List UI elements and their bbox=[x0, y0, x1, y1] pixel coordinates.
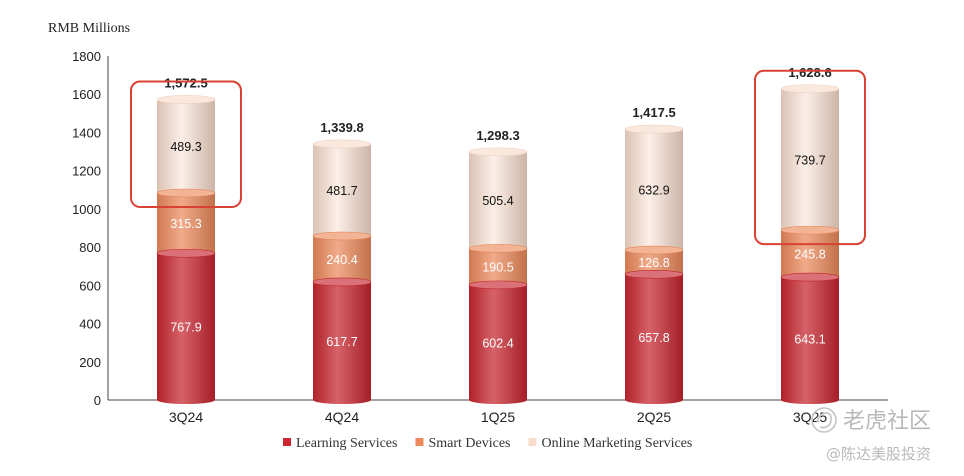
segment-label: 315.3 bbox=[170, 217, 201, 231]
bar-segment-top bbox=[312, 139, 372, 149]
bar-group-4q24: 617.7 240.4 481.7 1,339.8 4Q24 bbox=[312, 120, 372, 425]
bar-segment bbox=[313, 143, 371, 241]
bar-segment bbox=[469, 284, 527, 404]
bar-segment-top bbox=[780, 84, 840, 94]
total-label: 1,628.6 bbox=[788, 65, 831, 80]
segment-label: 767.9 bbox=[170, 321, 201, 335]
total-label: 1,298.3 bbox=[476, 128, 519, 143]
y-tick-label: 400 bbox=[79, 317, 101, 332]
bar-segment-top bbox=[312, 277, 372, 287]
unit-label: RMB Millions bbox=[48, 21, 130, 36]
bar-segment-top bbox=[468, 244, 528, 253]
axis-layer: 0 200 400 600 800 1000 1200 1400 1600 1800 bbox=[72, 49, 888, 408]
y-tick-label: 200 bbox=[79, 355, 101, 370]
bar-segment-top bbox=[156, 248, 216, 258]
bar-segment bbox=[625, 274, 683, 404]
watermark: 老虎社区 @陈达美股投资 bbox=[811, 407, 931, 463]
highlight-box bbox=[754, 69, 866, 246]
segment-label: 643.1 bbox=[794, 333, 825, 347]
bar-segment-top bbox=[624, 124, 684, 134]
bar-group-1q25: 602.4 190.5 505.4 1,298.3 1Q25 bbox=[468, 128, 528, 425]
segment-label: 602.4 bbox=[482, 336, 513, 350]
bars-layer: 767.9 315.3 489.3 1,572.5 3Q24 617.7 240.4 481.… bbox=[130, 65, 866, 425]
bar-group-3q25: 643.1 245.8 739.7 1,628.6 3Q25 bbox=[754, 65, 866, 425]
segment-label: 481.7 bbox=[326, 184, 357, 198]
total-label: 1,572.5 bbox=[164, 75, 207, 90]
segment-label: 657.8 bbox=[638, 331, 669, 345]
segment-label: 245.8 bbox=[794, 248, 825, 262]
y-tick-label: 1200 bbox=[72, 164, 101, 179]
total-label: 1,339.8 bbox=[320, 120, 363, 135]
bar-segment bbox=[157, 99, 215, 197]
bar-segment bbox=[781, 230, 839, 282]
bar-segment-top bbox=[468, 147, 528, 157]
segment-label: 190.5 bbox=[482, 261, 513, 275]
bar-segment bbox=[468, 248, 527, 289]
bar-segment bbox=[313, 236, 371, 286]
legend-item: Learning Services bbox=[283, 436, 397, 451]
total-label: 1,417.5 bbox=[632, 105, 675, 120]
bar-segment bbox=[781, 277, 839, 404]
segment-label: 739.7 bbox=[794, 153, 825, 167]
legend-swatch bbox=[415, 438, 424, 446]
y-tick-label: 600 bbox=[79, 278, 101, 293]
segment-label: 489.3 bbox=[170, 140, 201, 154]
y-tick-label: 800 bbox=[79, 240, 101, 255]
bar-segment-top bbox=[780, 225, 840, 235]
y-tick-label: 1000 bbox=[72, 202, 101, 217]
bar-segment bbox=[157, 192, 215, 258]
highlight-box bbox=[130, 80, 242, 208]
bar-segment bbox=[625, 129, 683, 255]
bar-segment-top bbox=[156, 95, 216, 104]
segment-label: 617.7 bbox=[326, 335, 357, 349]
segment-label: 505.4 bbox=[482, 194, 513, 208]
y-tick-label: 1600 bbox=[72, 87, 101, 102]
y-tick-label: 0 bbox=[94, 393, 101, 408]
legend-swatch bbox=[528, 438, 537, 446]
bar-segment bbox=[313, 281, 371, 404]
bar-group-3q24: 767.9 315.3 489.3 1,572.5 3Q24 bbox=[130, 75, 242, 425]
legend-label: Online Marketing Services bbox=[542, 436, 693, 451]
bar-segment-top bbox=[312, 231, 372, 241]
legend-item: Online Marketing Services bbox=[528, 436, 693, 451]
y-tick-label: 1800 bbox=[72, 49, 101, 64]
watermark-logo-icon bbox=[811, 407, 837, 433]
segment-label: 240.4 bbox=[326, 253, 357, 267]
legend-label: Learning Services bbox=[296, 436, 397, 451]
watermark-handle: @陈达美股投资 bbox=[826, 445, 931, 463]
y-tick-label: 1400 bbox=[72, 125, 101, 140]
bar-segment bbox=[157, 253, 215, 404]
bar-segment-top bbox=[624, 245, 684, 255]
legend: Learning Services Smart Devices Online Mar… bbox=[283, 436, 692, 451]
legend-swatch bbox=[283, 438, 291, 446]
bar-group-2q25: 657.8 126.8 632.9 1,417.5 2Q25 bbox=[624, 105, 684, 425]
x-tick-label: 2Q25 bbox=[637, 409, 671, 425]
legend-item: Smart Devices bbox=[415, 436, 511, 451]
segment-label: 126.8 bbox=[638, 256, 669, 270]
bar-segment bbox=[781, 88, 839, 235]
bar-segment-top bbox=[780, 272, 840, 282]
segment-label: 632.9 bbox=[638, 184, 669, 198]
legend-label: Smart Devices bbox=[428, 436, 510, 451]
x-tick-label: 3Q24 bbox=[169, 409, 203, 425]
bar-segment bbox=[468, 151, 527, 253]
x-tick-label: 1Q25 bbox=[481, 409, 515, 425]
x-tick-label: 3Q25 bbox=[793, 409, 827, 425]
bar-segment-top bbox=[156, 188, 216, 198]
x-tick-label: 4Q24 bbox=[325, 409, 359, 425]
bar-segment-top bbox=[624, 269, 684, 279]
watermark-brand: 老虎社区 bbox=[843, 409, 931, 434]
bar-segment-top bbox=[468, 280, 528, 290]
